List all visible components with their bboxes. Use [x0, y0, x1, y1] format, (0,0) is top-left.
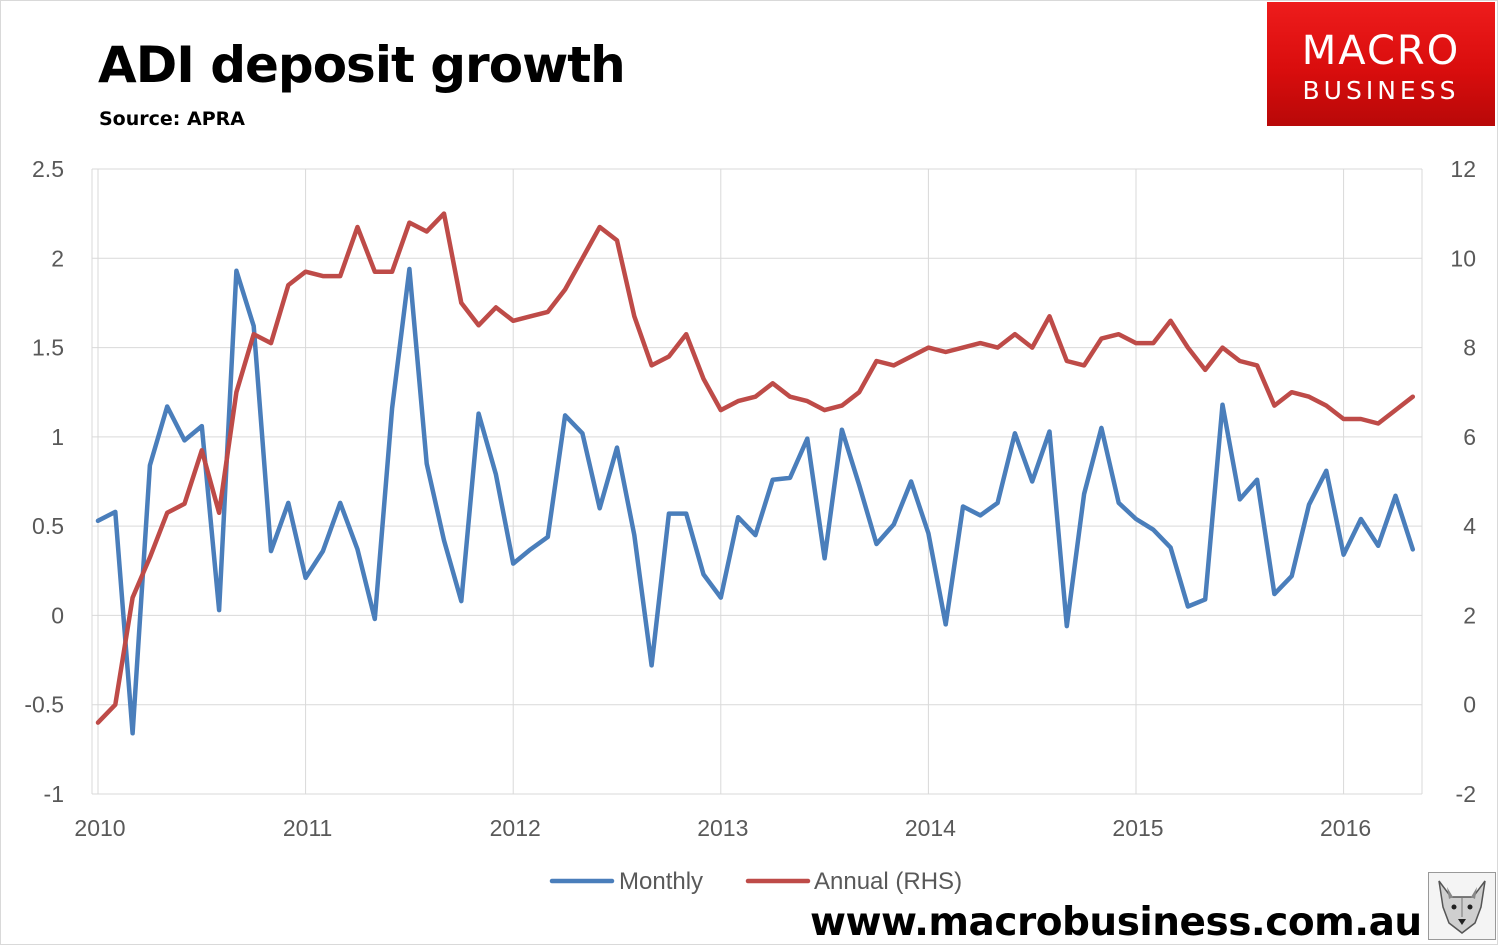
right-tick-label: 4: [1463, 513, 1476, 539]
logo-line-business: BUSINESS: [1302, 76, 1460, 105]
series-line-monthly: [95, 266, 1416, 736]
left-tick-label: 2: [51, 245, 64, 271]
x-tick-label: 2011: [283, 815, 332, 841]
left-tick-label: 1: [51, 424, 64, 450]
chart-source: Source: APRA: [99, 108, 245, 130]
left-tick-label: -0.5: [24, 692, 64, 718]
right-tick-label: 0: [1463, 692, 1476, 718]
left-tick-label: 2.5: [32, 156, 64, 182]
legend-label-monthly: Monthly: [619, 868, 703, 895]
x-tick-label: 2015: [1112, 815, 1163, 841]
series-line-annual: [95, 211, 1416, 725]
x-tick-label: 2014: [905, 815, 956, 841]
wolf-icon: [1428, 872, 1496, 940]
left-tick-label: 0: [51, 602, 64, 628]
macrobusiness-logo: MACRO BUSINESS: [1267, 2, 1495, 126]
right-tick-label: 6: [1463, 424, 1476, 450]
gridlines: [91, 168, 1423, 795]
right-tick-label: 2: [1463, 602, 1476, 628]
logo-line-macro: MACRO: [1301, 28, 1461, 74]
left-tick-label: 0.5: [32, 513, 64, 539]
legend: Monthly Annual (RHS): [549, 868, 962, 895]
x-tick-label: 2013: [697, 815, 748, 841]
legend-label-annual: Annual (RHS): [814, 868, 962, 895]
x-axis-ticks: 2010 2011 2012 2013 2014 2015 2016: [74, 815, 1371, 841]
website-url: www.macrobusiness.com.au: [810, 900, 1422, 945]
right-tick-label: 12: [1450, 156, 1476, 182]
left-tick-label: -1: [44, 781, 64, 807]
chart-title: ADI deposit growth: [98, 36, 626, 94]
right-tick-label: -2: [1456, 781, 1476, 807]
series-lines: [95, 211, 1416, 736]
right-tick-label: 10: [1450, 245, 1476, 271]
x-tick-label: 2010: [74, 815, 125, 841]
left-axis-ticks: 2.5 2 1.5 1 0.5 0 -0.5 -1: [24, 156, 64, 807]
right-axis-ticks: 12 10 8 6 4 2 0 -2: [1450, 156, 1476, 807]
x-tick-label: 2016: [1320, 815, 1371, 841]
left-tick-label: 1.5: [32, 335, 64, 361]
right-tick-label: 8: [1463, 335, 1476, 361]
x-tick-label: 2012: [490, 815, 541, 841]
